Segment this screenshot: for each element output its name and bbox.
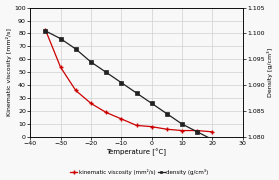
density (g/cm³) [211,139,214,141]
kinematic viscosity (mm²/s) [165,128,169,130]
density (g/cm³) [104,71,108,73]
density (g/cm³) [135,92,138,94]
kinematic viscosity (mm²/s) [59,66,62,68]
density (g/cm³) [181,123,184,125]
kinematic viscosity (mm²/s) [150,126,153,128]
Line: kinematic viscosity (mm²/s): kinematic viscosity (mm²/s) [43,27,215,134]
kinematic viscosity (mm²/s) [89,102,93,104]
density (g/cm³) [59,38,62,40]
Legend: kinematic viscosity (mm²/s), density (g/cm³): kinematic viscosity (mm²/s), density (g/… [68,167,211,177]
kinematic viscosity (mm²/s) [135,124,138,127]
density (g/cm³) [165,113,169,115]
kinematic viscosity (mm²/s) [104,111,108,114]
kinematic viscosity (mm²/s) [44,28,47,31]
X-axis label: Temperature [°C]: Temperature [°C] [107,149,167,156]
density (g/cm³) [196,131,199,133]
density (g/cm³) [74,48,77,50]
kinematic viscosity (mm²/s) [74,89,77,91]
kinematic viscosity (mm²/s) [196,129,199,132]
kinematic viscosity (mm²/s) [181,129,184,132]
Y-axis label: Density [g/cm³]: Density [g/cm³] [268,48,273,97]
density (g/cm³) [120,82,123,84]
Line: density (g/cm³): density (g/cm³) [44,29,214,141]
density (g/cm³) [44,30,47,32]
density (g/cm³) [150,102,153,104]
kinematic viscosity (mm²/s) [211,131,214,133]
kinematic viscosity (mm²/s) [120,118,123,120]
density (g/cm³) [89,61,93,63]
Y-axis label: Kinematic viscosity [mm²/s]: Kinematic viscosity [mm²/s] [6,28,11,116]
